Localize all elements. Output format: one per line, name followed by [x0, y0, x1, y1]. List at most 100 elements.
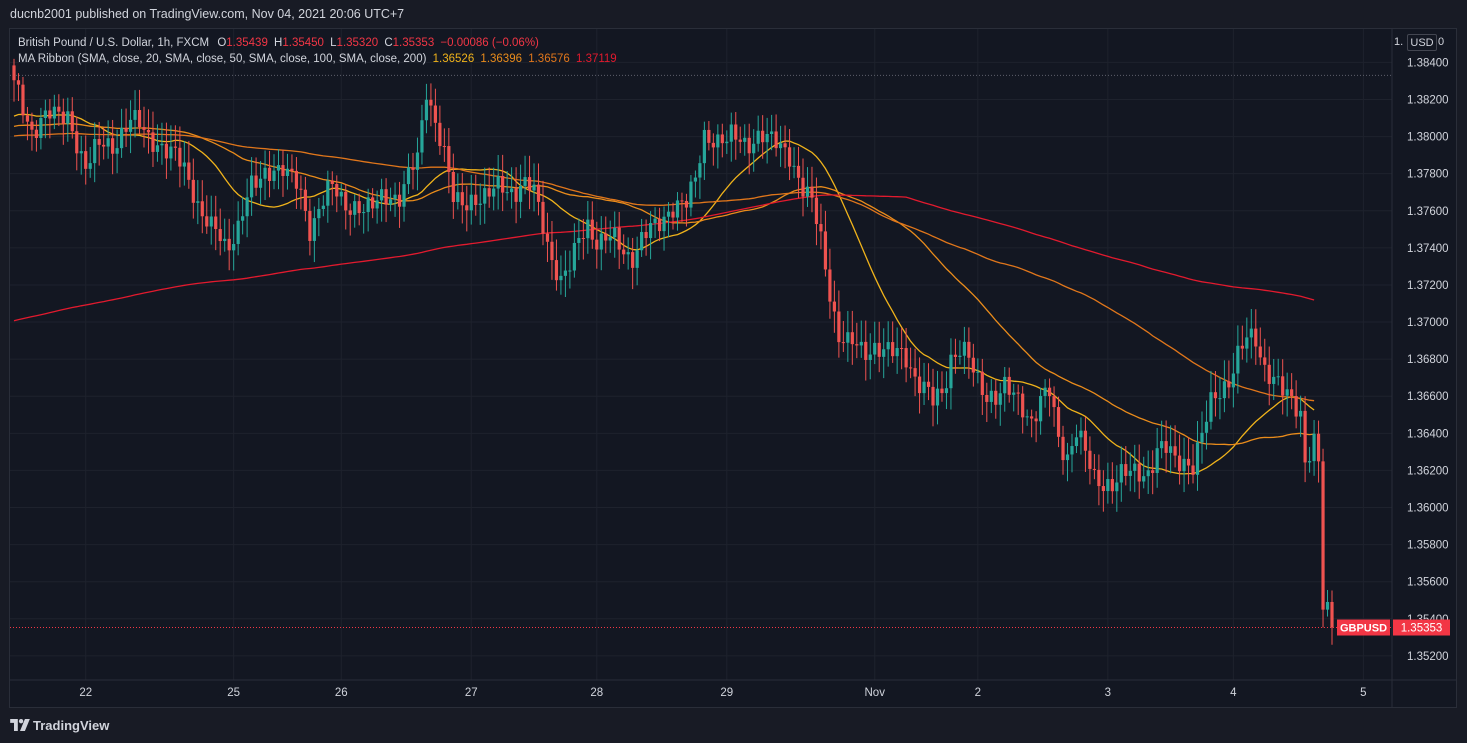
- candle-body: [626, 252, 630, 255]
- candle-body: [303, 189, 307, 211]
- candle-body: [541, 201, 545, 234]
- candle-body: [1092, 468, 1097, 470]
- candle-body: [30, 121, 34, 130]
- candle-body: [514, 188, 518, 202]
- candle-body: [805, 186, 810, 197]
- candle-body: [1290, 389, 1294, 396]
- candle-body: [1003, 376, 1007, 394]
- candle-body: [1133, 463, 1137, 471]
- candle-body: [84, 151, 88, 169]
- candle-body: [1128, 470, 1132, 476]
- candle-body: [330, 180, 334, 185]
- legend-symbol[interactable]: British Pound / U.S. Dollar, 1h, FXCM: [18, 37, 210, 49]
- candle-body: [967, 341, 971, 358]
- candle-body: [496, 175, 500, 189]
- candle-body: [1294, 395, 1298, 417]
- candles: [12, 58, 1334, 645]
- candle-body: [1182, 458, 1186, 472]
- x-tick-label: 4: [1230, 687, 1237, 699]
- candle-body: [1124, 464, 1128, 476]
- candle-body: [1137, 463, 1141, 482]
- candle-body: [321, 205, 325, 210]
- candle-body: [608, 237, 612, 241]
- candle-body: [895, 348, 899, 357]
- candle-body: [864, 341, 868, 360]
- candle-body: [249, 175, 254, 198]
- symbol-tag-text: GBPUSD: [1340, 623, 1387, 635]
- candle-body: [1218, 398, 1222, 400]
- candle-body: [236, 220, 240, 244]
- candle-body: [1321, 461, 1325, 610]
- candle-body: [675, 200, 680, 218]
- x-tick-label: 25: [227, 687, 240, 699]
- ma-ribbon-label[interactable]: MA Ribbon (SMA, close, 20, SMA, close, 5…: [18, 53, 427, 65]
- candle-body: [756, 130, 760, 144]
- candle-body: [631, 252, 635, 268]
- y-tick-label: 1.35800: [1407, 540, 1449, 552]
- candle-body: [397, 194, 402, 207]
- candle-body: [640, 232, 644, 251]
- candle-body: [1065, 454, 1070, 461]
- candle-body: [931, 386, 935, 406]
- y-tick-label: 1.36600: [1407, 391, 1449, 403]
- y-tick-label: 1.36400: [1407, 428, 1449, 440]
- candle-body: [119, 127, 124, 149]
- candle-body: [1021, 393, 1025, 418]
- candle-body: [232, 243, 236, 251]
- candle-body: [34, 129, 39, 138]
- y-tick-label: 1.37200: [1407, 280, 1449, 292]
- y-tick-label: 1.38200: [1407, 94, 1449, 106]
- candle-body: [1034, 418, 1038, 422]
- candle-body: [16, 80, 21, 85]
- candle-body: [1191, 465, 1195, 475]
- candle-body: [796, 165, 801, 178]
- candle-body: [944, 388, 949, 394]
- candle-body: [294, 170, 299, 189]
- candle-body: [420, 120, 424, 153]
- y-tick-label: 1.38400: [1407, 57, 1449, 69]
- candle-body: [1052, 396, 1056, 408]
- tradingview-brand[interactable]: TradingView: [33, 717, 110, 733]
- candle-body: [1258, 346, 1262, 358]
- candle-body: [1088, 450, 1092, 469]
- candle-body: [1160, 441, 1164, 449]
- candle-body: [25, 115, 30, 122]
- candle-body: [1079, 430, 1083, 438]
- candle-body: [1227, 381, 1231, 388]
- y-tick-label: 1.37800: [1407, 169, 1449, 181]
- y-tick-label: 1.36800: [1407, 354, 1449, 366]
- tradingview-logo-icon[interactable]: [10, 719, 30, 731]
- candle-body: [276, 165, 281, 171]
- candle-body: [1276, 376, 1280, 378]
- candle-body: [617, 227, 621, 250]
- candle-body: [1325, 601, 1330, 610]
- candle-body: [1074, 437, 1079, 447]
- candle-body: [406, 167, 411, 185]
- candle-body: [1146, 470, 1150, 477]
- currency-button[interactable]: USD: [1407, 34, 1437, 51]
- candle-body: [801, 177, 805, 197]
- candle-body: [1106, 479, 1110, 492]
- candle-body: [61, 111, 65, 124]
- candle-body: [590, 219, 594, 240]
- y-tick-label: 1.35200: [1407, 651, 1449, 663]
- candle-body: [12, 65, 16, 81]
- candle-body: [949, 354, 953, 389]
- candle-body: [1164, 441, 1168, 453]
- candle-body: [492, 188, 496, 197]
- candle-body: [743, 137, 747, 142]
- candle-body: [48, 110, 52, 119]
- candle-body: [1281, 376, 1285, 396]
- candle-body: [402, 184, 406, 207]
- candle-body: [1312, 433, 1316, 462]
- candle-body: [433, 105, 438, 123]
- candle-body: [1249, 328, 1253, 338]
- candle-body: [1061, 436, 1065, 461]
- publish-header: ducnb2001 published on TradingView.com, …: [0, 0, 1467, 28]
- candle-body: [770, 131, 774, 134]
- candle-body: [1316, 433, 1321, 462]
- chart-frame[interactable]: [9, 28, 1457, 708]
- candle-body: [209, 216, 213, 227]
- candle-body: [272, 170, 276, 181]
